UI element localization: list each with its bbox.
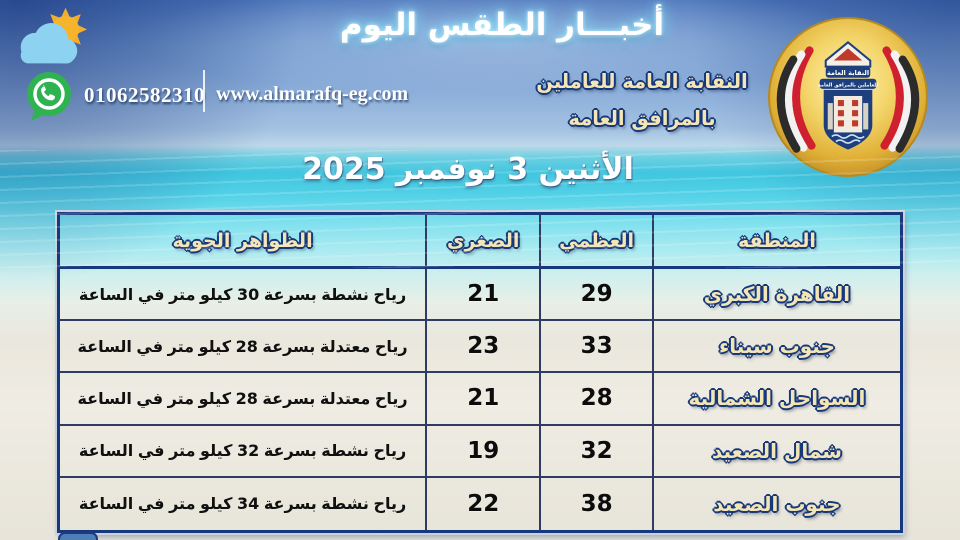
region-cell: السواحل الشمالية <box>653 373 900 426</box>
max-temp-cell: 28 <box>541 373 654 426</box>
phenomena-cell: رياح نشطة بسرعة 34 كيلو متر في الساعة <box>60 477 428 530</box>
min-temp-cell: 22 <box>427 477 542 530</box>
phenomena-cell: رياح معتدلة بسرعة 28 كيلو متر في الساعة <box>60 321 428 374</box>
egypt-flag-left <box>776 46 816 153</box>
region-cell: جنوب الصعيد <box>713 491 841 516</box>
min-temp-cell: 21 <box>427 373 542 426</box>
min-temp-cell: 23 <box>427 321 542 374</box>
region-cell: شمال الصعيد <box>653 426 900 478</box>
website-url: www.almarafq-eg.com <box>216 83 409 105</box>
phenomena-cell: رياح نشطة بسرعة 30 كيلو متر في الساعة <box>60 269 428 322</box>
min-temp-cell: 19 <box>427 425 542 478</box>
max-temp-cell: 29 <box>541 269 654 322</box>
contact-divider <box>203 70 205 112</box>
column-header-phenomena: الظواهر الجوية <box>60 215 428 269</box>
column-header-min: الصغري <box>427 215 542 269</box>
region-cell: جنوب سيناء <box>653 321 900 374</box>
organization-name-line2: بالمرافق العامة <box>568 107 716 130</box>
whatsapp-icon <box>27 72 71 121</box>
bottom-edge-tab <box>58 532 98 540</box>
organization-name-line1: النقابة العامة للعاملين <box>536 70 748 93</box>
seal-text-line1: النقابة العامة <box>827 69 869 77</box>
syndicate-seal-logo: النقابة العامة للعاملين بالمرافق العامة <box>768 17 928 177</box>
sun-cloud-icon <box>20 7 88 64</box>
egypt-flag-right <box>880 46 920 153</box>
column-header-region: المنطقة <box>653 215 900 269</box>
phenomena-cell: رياح معتدلة بسرعة 28 كيلو متر في الساعة <box>60 373 428 426</box>
max-temp-cell: 32 <box>541 425 654 478</box>
region-cell: القاهرة الكبري <box>653 269 900 322</box>
organization-name: النقابة العامة للعاملين بالمرافق العامة <box>497 63 787 137</box>
date-text: الأثنين 3 نوفمبر 2025 <box>302 152 634 187</box>
phenomena-cell: رياح نشطة بسرعة 32 كيلو متر في الساعة <box>60 425 428 478</box>
min-temp-cell: 21 <box>427 269 542 322</box>
column-header-max: العظمي <box>541 215 654 269</box>
page-title: أخبـــار الطقس اليوم <box>339 7 665 43</box>
weather-table: الظواهر الجوية الصغري العظمي المنطقة ريا… <box>57 212 903 533</box>
seal-text-line2: للعاملين بالمرافق العامة <box>818 82 878 88</box>
seal-emblem: النقابة العامة للعاملين بالمرافق العامة <box>818 41 878 150</box>
max-temp-cell: 38 <box>541 477 654 530</box>
phone-number: 01062582310 <box>84 83 205 107</box>
max-temp-cell: 33 <box>541 321 654 374</box>
